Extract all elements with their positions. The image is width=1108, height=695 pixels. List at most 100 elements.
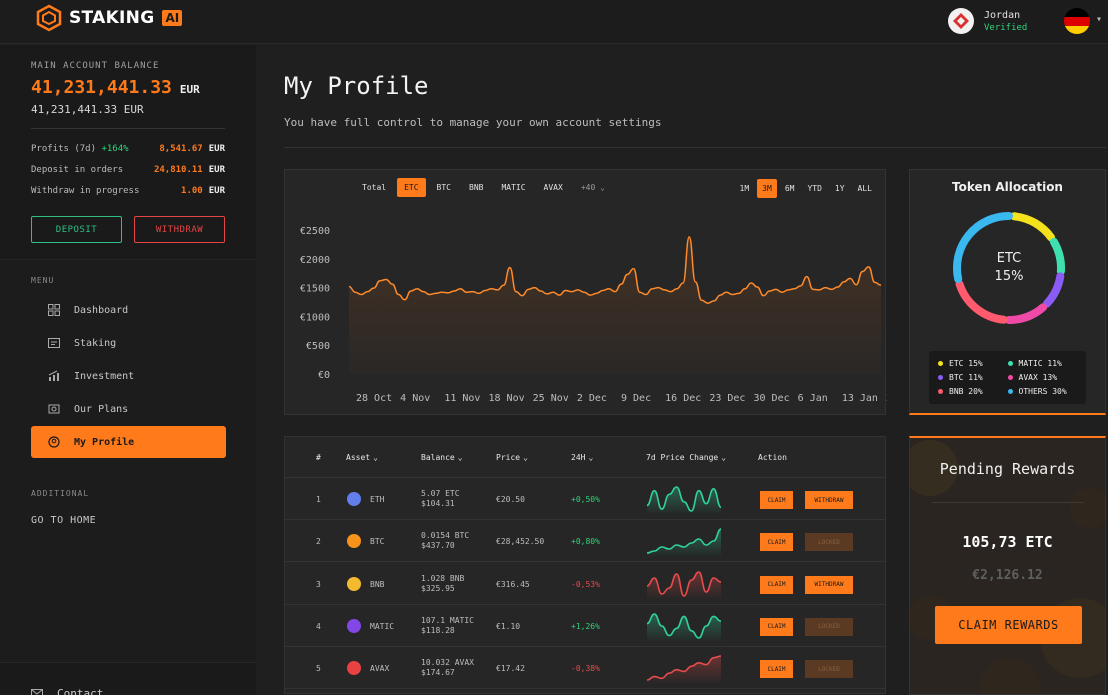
col-7d-change[interactable]: 7d Price Change ⌄	[646, 453, 726, 462]
legend-dot-icon	[938, 389, 943, 395]
tab-total[interactable]: Total	[362, 183, 387, 192]
legend-label: AVAX 13%	[1018, 372, 1058, 382]
sidebar-item-investment[interactable]: Investment	[31, 360, 226, 392]
contact-label: Contact	[57, 687, 104, 695]
contact-bar: Contact	[0, 662, 256, 695]
chevron-down-icon: ⌄	[721, 453, 727, 462]
profits-label: Profits (7d)	[31, 144, 97, 154]
locked-button: LOCKED	[805, 660, 853, 679]
col-24h[interactable]: 24H ⌄	[571, 453, 593, 462]
range-1y[interactable]: 1Y	[834, 184, 845, 193]
claim-button[interactable]: CLAIM	[760, 491, 793, 509]
x-tick-label: 2 Dec	[577, 393, 607, 404]
range-3m[interactable]: 3M	[757, 179, 777, 198]
sparkline-line	[646, 655, 722, 681]
row-balance-token: 107.1 MATIC	[421, 615, 474, 625]
tab-more-label: +40	[580, 183, 596, 192]
sidebar: MAIN ACCOUNT BALANCE 41,231,441.33 EUR 41…	[0, 45, 256, 695]
chevron-down-icon[interactable]: ▾	[1096, 14, 1103, 25]
legend-label: OTHERS 30%	[1018, 387, 1067, 397]
contact-link[interactable]: Contact	[31, 687, 103, 695]
sidebar-item-dashboard[interactable]: Dashboard	[31, 294, 226, 326]
sparkline-line	[646, 528, 722, 555]
logo[interactable]: STAKING AI	[35, 4, 183, 32]
donut-center-label: ETC 15%	[949, 250, 1069, 286]
range-ytd[interactable]: YTD	[807, 184, 822, 193]
sidebar-item-our-plans[interactable]: Our Plans	[31, 393, 226, 425]
profits-value: 8,541.67	[159, 144, 203, 154]
deposit-button[interactable]: DEPOSIT	[31, 216, 122, 243]
claim-button[interactable]: CLAIM	[760, 533, 793, 552]
row-asset: BTC	[370, 537, 385, 547]
row-price: €20.50	[496, 495, 525, 504]
tab-btc[interactable]: BTC	[436, 183, 451, 192]
y-tick-label: €2000	[300, 255, 330, 266]
withdraw-button[interactable]: WITHDRAW	[134, 216, 225, 243]
deposit-row: Deposit in orders 24,810.11 EUR	[31, 165, 225, 175]
chart-series-line	[348, 236, 882, 304]
sparkline-area	[647, 487, 721, 515]
range-1m[interactable]: 1M	[739, 184, 750, 193]
x-tick-label: 11 Nov	[444, 393, 480, 404]
row-price: €316.45	[496, 579, 530, 589]
legend-label: MATIC 11%	[1018, 358, 1062, 368]
claim-button[interactable]: CLAIM	[760, 660, 793, 679]
avatar[interactable]	[948, 8, 974, 34]
additional-label: ADDITIONAL	[31, 489, 90, 498]
claim-rewards-button[interactable]: CLAIM REWARDS	[935, 606, 1082, 644]
claim-button[interactable]: CLAIM	[760, 617, 793, 636]
go-to-home-link[interactable]: GO TO HOME	[31, 515, 97, 526]
withdraw-row-button[interactable]: WITHDRAW	[805, 575, 853, 594]
claim-button[interactable]: CLAIM	[760, 575, 793, 594]
main-balance: 41,231,441.33 EUR	[31, 77, 200, 98]
legend-item: BNB 20%	[938, 386, 1008, 398]
sidebar-item-label: Our Plans	[74, 403, 129, 415]
row-price: €17.42	[496, 664, 525, 674]
col-asset[interactable]: Asset ⌄	[346, 453, 378, 462]
sparkline-line	[646, 570, 722, 597]
balance-label: MAIN ACCOUNT BALANCE	[31, 61, 160, 71]
x-tick-label: 25 Nov	[533, 393, 569, 404]
col-price[interactable]: Price ⌄	[496, 453, 528, 462]
language-flag-icon[interactable]	[1064, 8, 1090, 34]
wallet-icon	[48, 338, 60, 348]
col-action: Action	[758, 453, 787, 462]
tab-matic[interactable]: MATIC	[501, 183, 526, 192]
x-tick-label: 18 Nov	[489, 393, 525, 404]
withdraw-row-button[interactable]: WITHDRAW	[805, 491, 853, 509]
sidebar-item-staking[interactable]: Staking	[31, 327, 226, 359]
x-tick-label: 13 Jan	[842, 393, 878, 404]
tab-bnb[interactable]: BNB	[469, 183, 484, 192]
sidebar-item-my-profile[interactable]: My Profile	[31, 426, 226, 458]
row-balance-usd: $437.70	[421, 541, 455, 551]
table-row: 4 MATIC 107.1 MATIC $118.28 €1.10 +1,26%…	[285, 605, 885, 647]
col-7d-label: 7d Price Change	[646, 453, 719, 462]
row-index: 2	[316, 537, 321, 547]
brand-badge: AI	[162, 10, 183, 26]
menu-label: MENU	[31, 276, 55, 285]
avatar-icon	[953, 13, 969, 29]
sparkline-line	[646, 486, 722, 512]
deposit-label: Deposit in orders	[31, 165, 124, 175]
col-balance[interactable]: Balance ⌄	[421, 453, 463, 462]
sparkline	[646, 528, 722, 558]
user-menu[interactable]: Jordan Verified	[948, 8, 1027, 34]
donut-slice-etc	[1010, 212, 1056, 242]
tab-etc[interactable]: ETC	[397, 178, 426, 197]
range-6m[interactable]: 6M	[784, 184, 795, 193]
donut-token: ETC	[996, 251, 1022, 266]
sidebar-item-label: My Profile	[74, 436, 135, 448]
x-tick-label: 6 Jan	[798, 393, 828, 404]
x-tick-label: 28 Oct	[356, 393, 392, 404]
tab-more[interactable]: +40 ⌄	[574, 178, 612, 197]
price-chart: €2500 €2000 €1500 €1000 €500 €0 28 Oct 4 Nov 11 …	[300, 226, 887, 404]
tab-avax[interactable]: AVAX	[543, 183, 563, 192]
sparkline-area	[647, 529, 721, 558]
legend-item: ETC 15%	[938, 357, 1008, 369]
profits-row: Profits (7d) +164% 8,541.67 EUR	[31, 144, 225, 154]
range-all[interactable]: ALL	[857, 184, 872, 193]
sparkline-line	[646, 613, 722, 639]
rewards-eur: €2,126.12	[972, 568, 1043, 583]
legend-dot-icon	[1007, 389, 1013, 395]
col-24h-label: 24H	[571, 453, 586, 462]
